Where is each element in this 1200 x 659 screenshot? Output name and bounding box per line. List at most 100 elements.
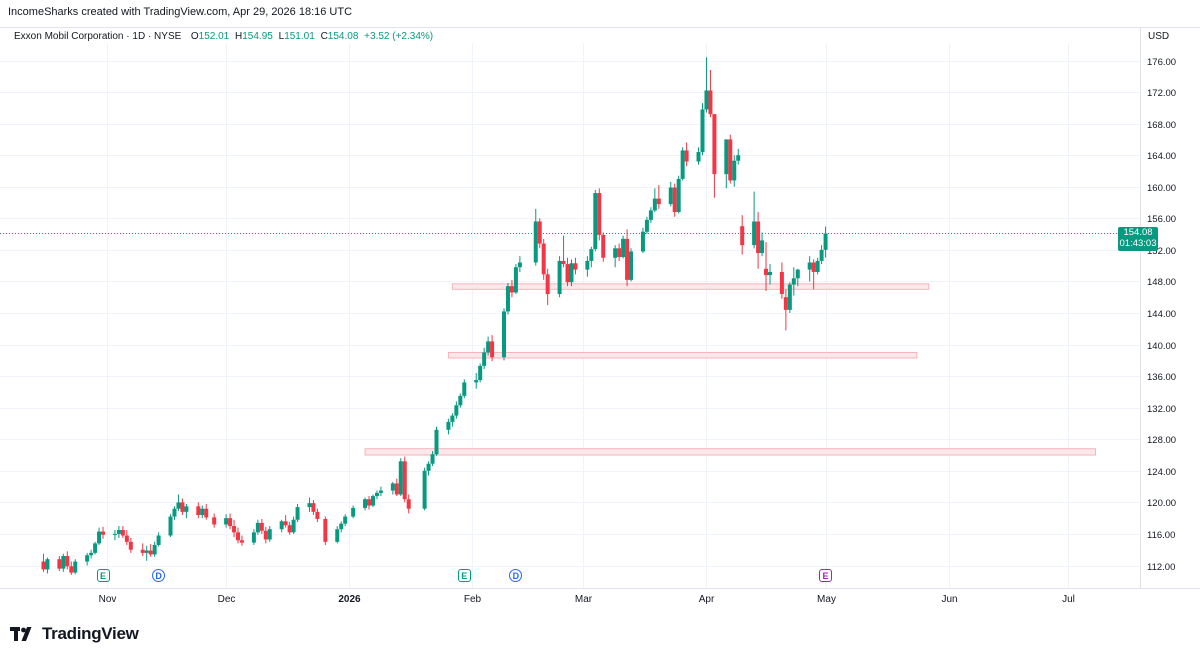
- candle[interactable]: [168, 514, 173, 538]
- candle[interactable]: [490, 335, 495, 362]
- candle[interactable]: [426, 461, 431, 476]
- candle[interactable]: [589, 246, 594, 268]
- candle[interactable]: [640, 227, 645, 254]
- candle[interactable]: [323, 516, 328, 545]
- candle[interactable]: [795, 268, 800, 287]
- candle[interactable]: [450, 413, 455, 427]
- candle[interactable]: [259, 518, 264, 534]
- candle[interactable]: [565, 257, 570, 287]
- candle[interactable]: [267, 526, 272, 542]
- candle[interactable]: [148, 544, 153, 557]
- candle[interactable]: [787, 282, 792, 313]
- currency-label[interactable]: USD: [1148, 31, 1170, 42]
- candle[interactable]: [430, 451, 435, 467]
- candle[interactable]: [370, 494, 375, 508]
- candle[interactable]: [652, 188, 657, 212]
- candle[interactable]: [724, 139, 729, 189]
- candle[interactable]: [251, 529, 256, 545]
- candle[interactable]: [374, 490, 379, 500]
- candle[interactable]: [89, 549, 94, 559]
- candle[interactable]: [736, 148, 741, 165]
- candle[interactable]: [73, 559, 78, 575]
- candle[interactable]: [482, 347, 487, 370]
- candle[interactable]: [85, 552, 90, 566]
- candle[interactable]: [283, 515, 288, 528]
- candle[interactable]: [152, 541, 157, 557]
- candle[interactable]: [287, 522, 292, 535]
- candle[interactable]: [569, 259, 574, 287]
- candle[interactable]: [120, 526, 125, 538]
- candle[interactable]: [478, 363, 483, 383]
- candle[interactable]: [545, 268, 550, 306]
- candle[interactable]: [97, 527, 102, 545]
- candle[interactable]: [112, 529, 117, 541]
- candle[interactable]: [656, 185, 661, 209]
- candle[interactable]: [224, 514, 229, 528]
- candle[interactable]: [335, 526, 340, 544]
- candle[interactable]: [363, 497, 368, 511]
- candle[interactable]: [752, 191, 757, 249]
- candle[interactable]: [815, 257, 820, 275]
- candle[interactable]: [307, 497, 312, 512]
- candle[interactable]: [315, 508, 320, 523]
- candle[interactable]: [144, 545, 149, 561]
- dividend-event-icon[interactable]: D: [152, 569, 166, 582]
- candle[interactable]: [505, 283, 510, 315]
- candle[interactable]: [394, 478, 399, 497]
- candle[interactable]: [700, 103, 705, 156]
- candle[interactable]: [557, 256, 562, 298]
- candle[interactable]: [779, 262, 784, 299]
- candle[interactable]: [648, 207, 653, 224]
- candle[interactable]: [672, 183, 677, 217]
- candle[interactable]: [668, 182, 673, 207]
- candle[interactable]: [41, 553, 46, 572]
- candle[interactable]: [57, 556, 62, 572]
- candle[interactable]: [696, 147, 701, 165]
- candle[interactable]: [93, 541, 98, 555]
- candle[interactable]: [180, 498, 185, 515]
- candle[interactable]: [740, 215, 745, 255]
- candle[interactable]: [561, 235, 566, 268]
- candle[interactable]: [474, 372, 479, 389]
- earnings-event-icon[interactable]: E: [457, 569, 471, 582]
- candle[interactable]: [176, 494, 181, 512]
- candle[interactable]: [767, 264, 772, 285]
- candle[interactable]: [101, 526, 106, 539]
- candle[interactable]: [486, 336, 491, 356]
- candle[interactable]: [502, 308, 506, 361]
- symbol-title[interactable]: Exxon Mobil Corporation · 1D · NYSE: [14, 31, 182, 42]
- candle[interactable]: [212, 513, 217, 528]
- candle[interactable]: [390, 481, 395, 495]
- candle[interactable]: [184, 503, 189, 519]
- dividend-event-icon[interactable]: D: [509, 569, 523, 582]
- candle[interactable]: [533, 208, 538, 266]
- candle[interactable]: [255, 519, 260, 535]
- candle[interactable]: [621, 235, 626, 259]
- candle[interactable]: [339, 521, 344, 533]
- candle[interactable]: [61, 553, 66, 572]
- candle[interactable]: [537, 218, 542, 249]
- candle[interactable]: [343, 514, 348, 527]
- candle[interactable]: [783, 289, 788, 331]
- candle[interactable]: [398, 458, 403, 497]
- candle[interactable]: [597, 188, 602, 241]
- candle[interactable]: [807, 256, 812, 282]
- candle[interactable]: [454, 401, 459, 419]
- candle[interactable]: [295, 503, 300, 523]
- candle[interactable]: [402, 456, 407, 503]
- candle[interactable]: [140, 543, 145, 557]
- candle[interactable]: [446, 418, 451, 435]
- candle[interactable]: [728, 134, 733, 184]
- candle[interactable]: [509, 279, 514, 298]
- candle[interactable]: [680, 147, 685, 181]
- candle[interactable]: [196, 502, 201, 519]
- tradingview-logo[interactable]: TradingView: [10, 624, 139, 644]
- candle[interactable]: [128, 537, 133, 553]
- candle[interactable]: [644, 216, 649, 235]
- candle[interactable]: [764, 241, 769, 291]
- candle[interactable]: [232, 519, 237, 538]
- candle[interactable]: [378, 486, 383, 497]
- candle[interactable]: [116, 526, 121, 538]
- candle[interactable]: [291, 516, 296, 534]
- candle[interactable]: [708, 69, 713, 118]
